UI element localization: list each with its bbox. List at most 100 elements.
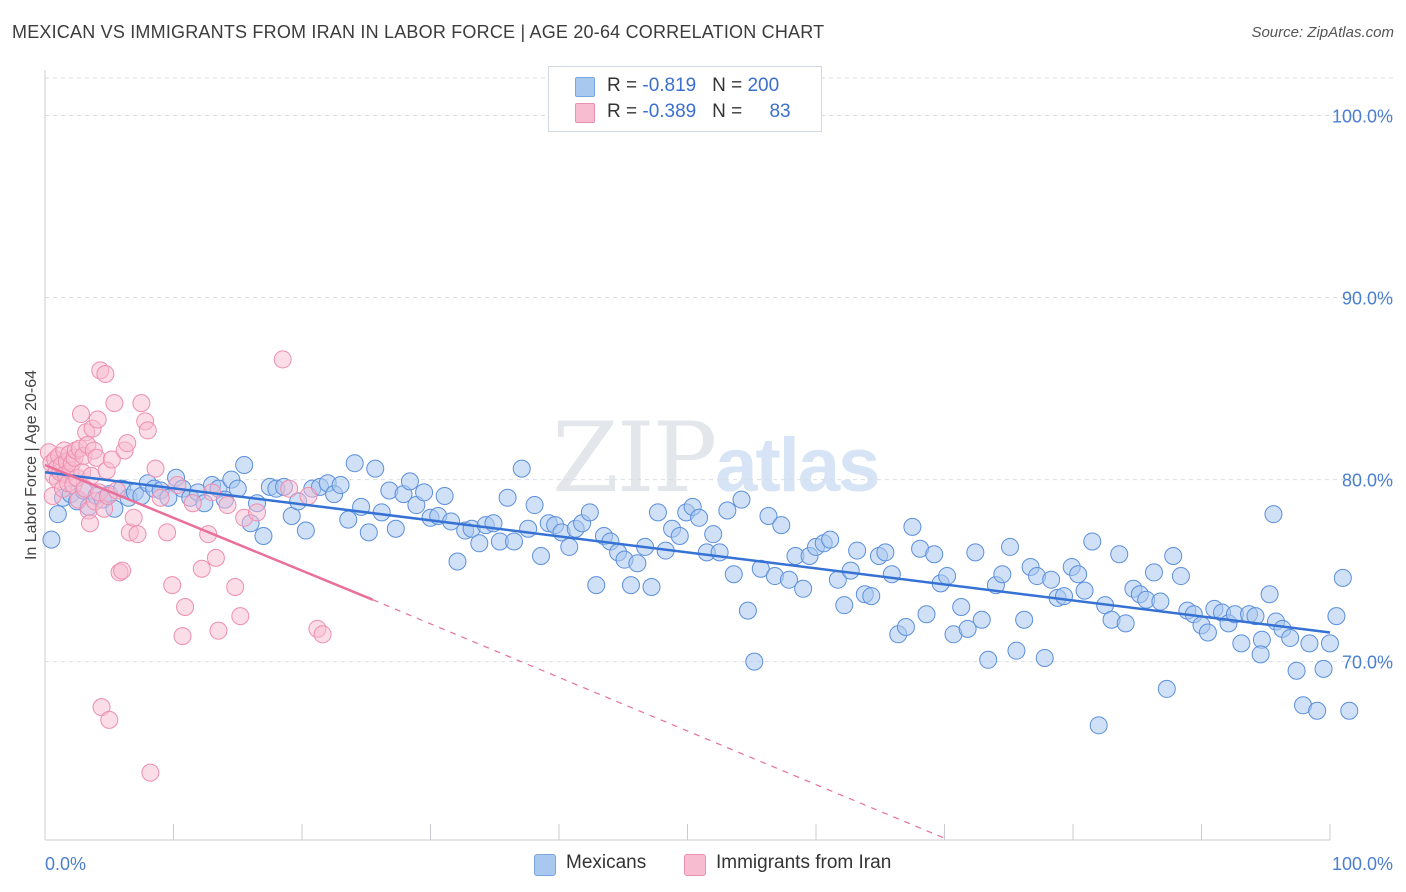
mexicans-point — [1314, 659, 1333, 678]
mexicans-point — [1232, 634, 1251, 653]
iran-point — [248, 503, 267, 522]
mexicans-point — [587, 576, 606, 595]
mexicans-point — [1144, 563, 1163, 582]
x-tick-label: 0.0% — [45, 854, 86, 874]
mexicans-point — [470, 534, 489, 553]
mexicans-point — [925, 545, 944, 564]
mexicans-point — [235, 456, 254, 475]
mexicans-point — [1321, 634, 1339, 653]
legend-r-value: -0.389 — [642, 101, 697, 122]
mexicans-point — [339, 510, 358, 529]
mexicans-point — [876, 543, 895, 562]
x-tick-label: 100.0% — [1332, 854, 1393, 874]
mexicans-point — [42, 530, 61, 549]
mexicans-point — [1281, 628, 1300, 647]
mexicans-point — [848, 541, 867, 560]
mexicans-point — [882, 565, 901, 584]
mexicans-point — [1157, 679, 1176, 698]
mexicans-point — [1110, 545, 1129, 564]
mexicans-trend-line — [44, 471, 1331, 634]
mexicans-point — [718, 501, 737, 520]
iran-point — [96, 364, 115, 383]
iran-point — [183, 494, 202, 513]
iran-point — [128, 525, 147, 544]
mexicans-point — [745, 652, 764, 671]
mexicans-point — [1300, 634, 1319, 653]
mexicans-point — [1151, 592, 1170, 611]
mexicans-point — [772, 516, 791, 535]
mexicans-point — [366, 459, 385, 478]
mexicans-point — [917, 605, 936, 624]
mexicans-point — [628, 554, 647, 573]
mexicans-point — [993, 565, 1012, 584]
iran-trend-extension — [372, 599, 945, 839]
mexicans-point — [386, 519, 405, 538]
iran-point — [209, 621, 228, 640]
iran-point — [273, 350, 292, 369]
mexicans-point — [903, 517, 922, 536]
mexicans-point — [1007, 641, 1026, 660]
iran-point — [146, 459, 165, 478]
mexicans-point — [835, 596, 854, 615]
iran-point — [206, 548, 225, 567]
mexicans-point — [704, 525, 723, 544]
legend-n-label: N = — [712, 101, 748, 122]
legend-swatch-iran — [575, 103, 595, 123]
mexicans-point — [1251, 645, 1270, 664]
mexicans-point — [780, 570, 799, 589]
mexicans-point — [794, 579, 813, 598]
mexicans-point — [512, 459, 531, 478]
iran-point — [80, 514, 99, 533]
mexicans-point — [621, 576, 640, 595]
mexicans-point — [1327, 607, 1346, 626]
correlation-legend: R = -0.819 N = 200 R = -0.389 N = 83 — [548, 66, 822, 132]
mexicans-point — [1042, 570, 1061, 589]
mexicans-point — [642, 577, 661, 596]
mexicans-point — [841, 561, 860, 580]
mexicans-point — [1069, 565, 1088, 584]
bottom-legend-swatch-mexicans — [534, 854, 556, 876]
iran-point — [113, 561, 132, 580]
mexicans-point — [254, 527, 273, 546]
iran-point — [105, 394, 124, 413]
iran-point — [151, 488, 170, 507]
iran-point — [102, 450, 121, 469]
mexicans-point — [331, 476, 350, 495]
mexicans-point — [958, 619, 977, 638]
mexicans-point — [732, 490, 751, 509]
mexicans-point — [532, 547, 551, 566]
mexicans-point — [498, 488, 517, 507]
mexicans-point — [738, 601, 757, 620]
mexicans-point — [435, 486, 454, 505]
y-tick-label: 100.0% — [1332, 107, 1393, 127]
mexicans-point — [1333, 568, 1352, 587]
mexicans-point — [1001, 537, 1020, 556]
iran-point — [313, 625, 332, 644]
iran-point — [124, 508, 143, 527]
legend-n-value: 83 — [769, 101, 791, 122]
y-tick-label: 90.0% — [1342, 289, 1393, 309]
mexicans-point — [415, 483, 434, 502]
legend-swatch-mexicans — [575, 77, 595, 97]
mexicans-point — [1287, 661, 1306, 680]
mexicans-point — [448, 552, 467, 571]
mexicans-point — [519, 519, 538, 538]
legend-r-label: R = — [607, 75, 643, 96]
mexicans-point — [505, 532, 524, 551]
mexicans-point — [1083, 532, 1102, 551]
iran-point — [226, 577, 245, 596]
mexicans-point — [1116, 614, 1135, 633]
iran-point — [218, 496, 237, 515]
mexicans-point — [972, 610, 991, 629]
iran-point — [176, 597, 195, 616]
watermark-zip: ZIP — [552, 402, 717, 514]
iran-point — [231, 607, 250, 626]
mexicans-point — [952, 597, 971, 616]
mexicans-point — [1264, 505, 1283, 524]
mexicans-point — [1075, 581, 1094, 600]
mexicans-point — [1308, 701, 1327, 720]
iran-point — [100, 710, 119, 729]
mexicans-point — [560, 537, 579, 556]
mexicans-point — [648, 503, 667, 522]
